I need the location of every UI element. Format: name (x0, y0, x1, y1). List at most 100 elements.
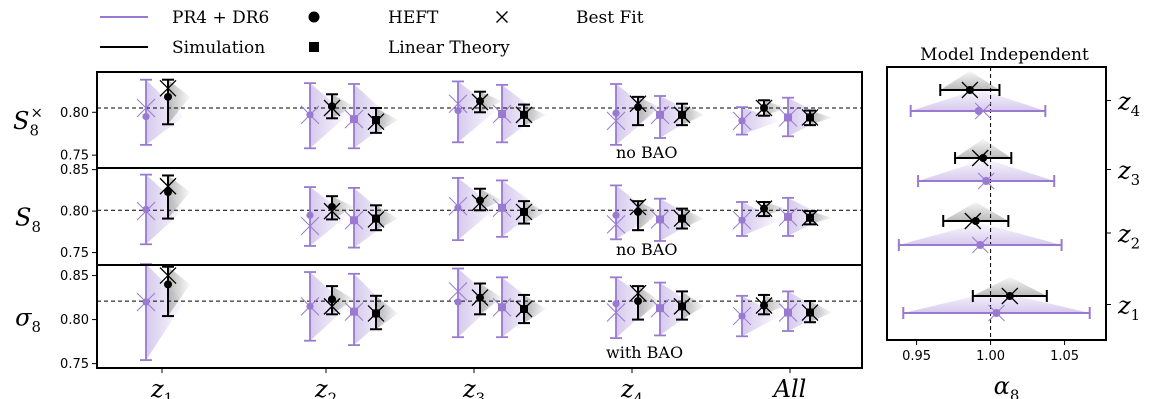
error-wedge (616, 84, 654, 145)
y-tick-label: 0.75 (60, 149, 89, 164)
estimate-marker (979, 154, 988, 162)
best-fit-marker (755, 200, 773, 218)
legend-item-linear-theory: Linear Theory (309, 38, 510, 58)
error-wedge (332, 94, 354, 119)
y-axis-label-sub: 8 (31, 218, 40, 236)
best-fit-marker (344, 109, 364, 129)
best-fit-marker (136, 98, 156, 118)
y-tick-label-z1-sub: 1 (1131, 306, 1140, 324)
error-wedge (332, 196, 354, 220)
panel-sigma8: 0.75 0.80 0.85 σ8 with BAO (15, 263, 863, 372)
error-wedge (638, 286, 660, 320)
x-axis-label: α8 (994, 372, 1020, 399)
x-tick-label-z3-main: z (462, 375, 476, 399)
best-fit-marker (471, 194, 489, 212)
error-wedge (168, 266, 190, 317)
best-fit-marker (964, 212, 982, 230)
best-fit-marker (673, 210, 691, 228)
best-fit-marker (977, 172, 995, 190)
best-fit-marker (471, 93, 489, 111)
best-fit-marker (323, 297, 341, 315)
error-wedge (146, 79, 184, 145)
best-fit-marker (300, 297, 320, 316)
error-wedge (742, 295, 780, 337)
x-tick-label: 1.05 (1050, 349, 1079, 364)
legend-label: Linear Theory (388, 38, 510, 58)
best-fit-marker (136, 292, 156, 312)
y-tick-label: 0.80 (60, 313, 89, 328)
heft-marker (454, 106, 462, 115)
y-axis-label-main: S (15, 204, 31, 232)
y-axis-label: S8× (13, 104, 43, 140)
best-fit-marker (974, 102, 992, 120)
error-wedge (146, 174, 184, 245)
best-fit-marker (159, 79, 177, 97)
error-wedge (310, 83, 348, 149)
legend-label: Best Fit (576, 8, 644, 28)
x-tick-label: 1.00 (976, 349, 1005, 364)
y-tick-label-z3-sub: 3 (1131, 171, 1140, 189)
legend: PR4 + DR6 Simulation HEFT Linear Theory Best… (100, 8, 644, 58)
best-fit-marker (448, 94, 468, 114)
best-fit-marker (448, 282, 468, 301)
best-fit-marker (606, 111, 626, 131)
error-wedge (638, 201, 660, 231)
best-fit-marker (778, 207, 798, 227)
x-axis-label-sub: 8 (1010, 387, 1019, 399)
y-tick-label-z1-main: z (1117, 292, 1131, 320)
x-tick-label-z2-sub: 2 (328, 390, 337, 399)
heft-marker (306, 211, 314, 219)
heft-marker (454, 204, 462, 212)
legend-item-simulation: Simulation (100, 38, 265, 58)
heft-marker (164, 188, 172, 197)
best-fit-marker (606, 303, 626, 322)
x-tick-label-z2-main: z (314, 375, 328, 399)
best-fit-marker (778, 108, 798, 127)
best-fit-marker (159, 267, 177, 285)
best-fit-marker (650, 298, 670, 318)
x-tick-label-z4: z4 (620, 375, 643, 399)
panel-S8x: 0.75 0.80 S8× no BAO (13, 71, 863, 169)
y-tick-label: 0.80 (60, 106, 89, 121)
best-fit-marker (801, 108, 819, 126)
best-fit-marker (492, 104, 512, 124)
y-tick-label-z2: z2 (1117, 220, 1140, 253)
y-tick-label: 0.80 (60, 205, 89, 220)
best-fit-marker (323, 99, 341, 117)
error-wedge (638, 96, 660, 126)
x-axis-label-main: α (994, 372, 1010, 399)
legend-square-swatch (309, 42, 319, 52)
y-axis-label-sub: 8 (31, 318, 40, 336)
error-wedge (458, 268, 496, 338)
legend-x-swatch (496, 11, 508, 23)
y-axis-label-sub: 8 (29, 122, 38, 140)
error-wedge (146, 264, 184, 361)
panel-title: Model Independent (920, 45, 1089, 65)
error-wedge (480, 188, 502, 211)
heft-marker (328, 202, 336, 211)
best-fit-marker (732, 210, 752, 230)
estimate-marker (971, 217, 980, 225)
panel-annotation: no BAO (616, 240, 677, 259)
x-tick-label-z1: z1 (150, 375, 173, 399)
heft-marker (476, 196, 484, 205)
best-fit-marker (367, 210, 385, 228)
best-fit-marker (629, 95, 647, 113)
best-fit-marker (471, 289, 489, 307)
best-fit-marker (323, 202, 341, 220)
x-tick-label-All: All (772, 375, 807, 399)
error-wedge (910, 89, 1046, 111)
best-fit-marker (344, 302, 364, 322)
best-fit-marker (300, 216, 320, 236)
y-axis-label-sup: × (31, 104, 43, 122)
best-fit-marker (448, 196, 468, 216)
legend-label: Simulation (172, 38, 265, 58)
best-fit-marker (515, 300, 533, 318)
x-tick-label-z1-main: z (150, 375, 164, 399)
linear-theory-marker (372, 116, 380, 124)
best-fit-marker (300, 105, 320, 125)
heft-marker (142, 112, 150, 121)
